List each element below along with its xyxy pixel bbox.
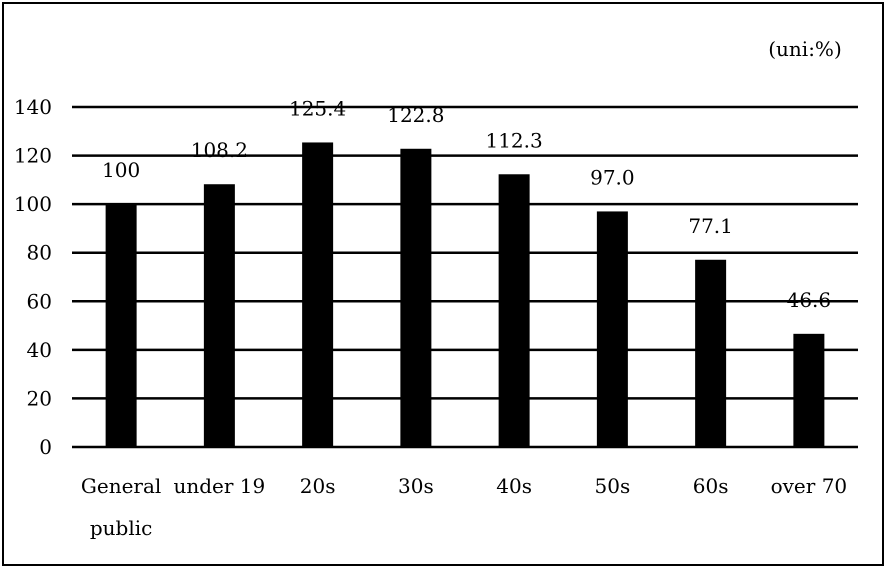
gridlines — [72, 105, 858, 449]
x-tick-label: 50s — [595, 474, 631, 498]
y-tick-label: 20 — [27, 386, 52, 410]
bar — [596, 211, 628, 447]
bar — [203, 184, 235, 447]
y-tick-label: 60 — [27, 289, 52, 313]
y-axis-ticks: 0 20 40 60 80 100 120 140 — [14, 95, 52, 459]
y-tick-label: 140 — [14, 95, 52, 119]
data-label: 77.1 — [688, 214, 733, 238]
x-tick-label: under 19 — [173, 474, 265, 498]
data-label: 100 — [102, 158, 140, 182]
bar — [498, 174, 530, 447]
y-tick-label: 100 — [14, 192, 52, 216]
x-tick-label: 30s — [398, 474, 434, 498]
data-label: 46.6 — [787, 288, 832, 312]
value-labels: 100 108.2 125.4 122.8 112.3 97.0 77.1 46.6 — [102, 96, 831, 311]
x-tick-label: over 70 — [771, 474, 848, 498]
y-tick-label: 80 — [27, 241, 52, 265]
y-tick-label: 40 — [27, 338, 52, 362]
bar — [695, 259, 727, 447]
x-tick-label: 20s — [300, 474, 336, 498]
data-label: 97.0 — [590, 165, 635, 189]
data-label: 108.2 — [191, 138, 248, 162]
bar — [400, 148, 432, 447]
x-axis-labels: General public under 19 20s 30s 40s 50s 60s over… — [81, 474, 847, 540]
bar — [105, 204, 137, 447]
x-tick-label: 40s — [496, 474, 532, 498]
x-tick-label: public — [90, 516, 152, 540]
bars — [105, 142, 825, 447]
x-tick-label: 60s — [693, 474, 729, 498]
y-tick-label: 0 — [39, 435, 52, 459]
unit-note: (uni:%) — [768, 37, 842, 61]
data-label: 112.3 — [485, 128, 542, 152]
bar — [793, 333, 825, 447]
x-tick-label: General — [81, 474, 161, 498]
bar — [302, 142, 334, 447]
data-label: 125.4 — [289, 96, 346, 120]
data-label: 122.8 — [387, 103, 444, 127]
y-tick-label: 120 — [14, 144, 52, 168]
